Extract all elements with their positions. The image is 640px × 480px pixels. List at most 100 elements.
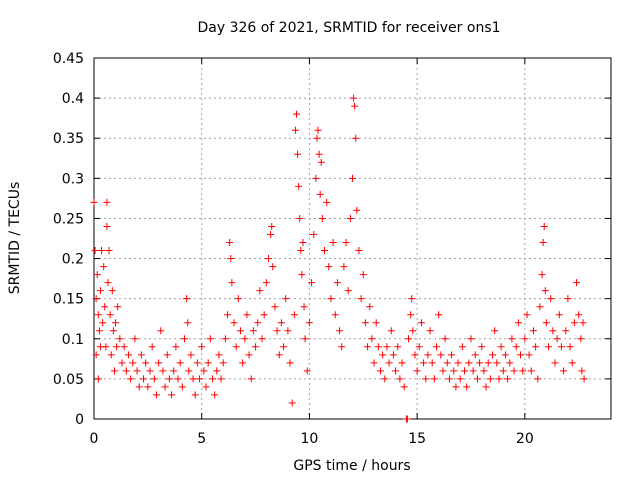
y-tick-label: 0 <box>75 412 84 428</box>
data-point <box>92 351 100 359</box>
data-point <box>415 343 423 351</box>
data-point <box>133 367 141 375</box>
data-point <box>103 222 111 230</box>
plot-frame <box>93 57 612 420</box>
data-point <box>359 271 367 279</box>
y-tick-label: 0.25 <box>53 211 84 227</box>
data-point <box>497 343 505 351</box>
data-point <box>239 359 247 367</box>
data-point <box>200 367 208 375</box>
data-point <box>317 158 325 166</box>
data-point <box>555 311 563 319</box>
data-point <box>247 375 255 383</box>
data-point <box>127 375 135 383</box>
data-point <box>441 335 449 343</box>
data-point <box>560 367 568 375</box>
data-point <box>157 327 165 335</box>
x-tick-label: 10 <box>301 431 319 447</box>
data-point <box>320 247 328 255</box>
data-point <box>269 263 277 271</box>
data-point <box>131 335 139 343</box>
data-point <box>465 359 473 367</box>
data-point <box>351 102 359 110</box>
data-point <box>109 327 117 335</box>
data-point <box>539 239 547 247</box>
data-point <box>310 230 318 238</box>
data-point <box>333 279 341 287</box>
data-point <box>228 279 236 287</box>
data-point <box>271 303 279 311</box>
y-tick-label: 0.15 <box>53 292 84 308</box>
data-point <box>364 343 372 351</box>
data-point <box>172 343 180 351</box>
data-point <box>91 247 99 255</box>
data-point <box>400 383 408 391</box>
data-point <box>99 319 107 327</box>
data-point <box>512 343 520 351</box>
data-point <box>396 375 404 383</box>
data-point <box>93 271 101 279</box>
data-point <box>299 239 307 247</box>
data-point <box>361 319 369 327</box>
data-point <box>268 222 276 230</box>
data-point <box>300 303 308 311</box>
data-point <box>95 327 103 335</box>
data-point <box>527 367 535 375</box>
data-point <box>211 391 219 399</box>
data-point <box>566 343 574 351</box>
data-point <box>183 295 191 303</box>
data-point <box>90 198 98 206</box>
data-point <box>202 383 210 391</box>
data-point <box>196 375 204 383</box>
data-point <box>312 174 320 182</box>
data-point <box>372 319 380 327</box>
data-point <box>273 327 281 335</box>
data-point <box>176 359 184 367</box>
data-point <box>430 375 438 383</box>
data-point <box>267 230 275 238</box>
data-point <box>370 359 378 367</box>
data-point <box>295 182 303 190</box>
data-point <box>106 311 114 319</box>
data-point <box>144 383 152 391</box>
data-point <box>439 367 447 375</box>
data-point <box>536 303 544 311</box>
data-point <box>92 295 100 303</box>
data-point <box>217 375 225 383</box>
data-point <box>327 295 335 303</box>
data-point <box>325 263 333 271</box>
data-point <box>142 359 150 367</box>
data-point <box>185 367 193 375</box>
data-point <box>198 343 206 351</box>
data-point <box>254 319 262 327</box>
data-point <box>163 351 171 359</box>
data-point <box>403 415 411 423</box>
data-point <box>170 367 178 375</box>
data-point <box>256 287 264 295</box>
data-point <box>224 311 232 319</box>
data-point <box>542 319 550 327</box>
data-point <box>152 391 160 399</box>
data-point <box>104 279 112 287</box>
data-point <box>313 134 321 142</box>
data-point <box>413 367 421 375</box>
data-point <box>146 367 154 375</box>
data-point <box>387 327 395 335</box>
data-point <box>547 295 555 303</box>
data-point <box>241 335 249 343</box>
data-point <box>249 327 257 335</box>
data-point <box>340 263 348 271</box>
data-point <box>394 343 402 351</box>
data-point <box>540 222 548 230</box>
data-point <box>245 351 253 359</box>
data-point <box>580 375 588 383</box>
data-point <box>467 335 475 343</box>
data-point <box>568 359 576 367</box>
data-point <box>428 359 436 367</box>
data-point <box>108 287 116 295</box>
data-point <box>107 351 115 359</box>
data-point <box>562 327 570 335</box>
data-point <box>102 343 110 351</box>
data-point <box>208 375 216 383</box>
data-point <box>538 271 546 279</box>
